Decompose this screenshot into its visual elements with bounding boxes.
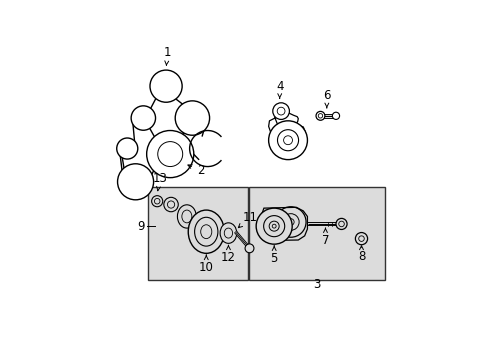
Circle shape	[117, 138, 138, 159]
Circle shape	[268, 221, 279, 231]
Circle shape	[272, 103, 289, 120]
Circle shape	[275, 207, 305, 237]
Circle shape	[335, 219, 346, 229]
Circle shape	[256, 208, 292, 244]
Text: 6: 6	[323, 89, 330, 108]
Circle shape	[244, 244, 253, 253]
Text: 12: 12	[221, 246, 235, 264]
Text: 10: 10	[199, 255, 213, 274]
Ellipse shape	[188, 210, 224, 253]
Text: 9: 9	[137, 220, 144, 233]
Circle shape	[318, 114, 322, 118]
Circle shape	[146, 131, 193, 177]
Circle shape	[355, 233, 367, 245]
Ellipse shape	[194, 217, 218, 246]
Circle shape	[263, 216, 284, 237]
Text: 4: 4	[275, 80, 283, 98]
Circle shape	[272, 224, 276, 228]
Text: 5: 5	[270, 246, 277, 265]
FancyBboxPatch shape	[249, 187, 384, 280]
Ellipse shape	[177, 205, 196, 228]
Text: 13: 13	[152, 172, 167, 191]
Text: 8: 8	[357, 246, 365, 263]
Circle shape	[338, 221, 344, 227]
Circle shape	[358, 236, 364, 242]
Text: 7: 7	[321, 228, 328, 247]
Text: 3: 3	[313, 278, 320, 291]
Circle shape	[154, 198, 160, 204]
Text: 1: 1	[163, 46, 171, 65]
Circle shape	[332, 112, 339, 120]
Circle shape	[282, 214, 299, 230]
Circle shape	[117, 164, 153, 200]
Circle shape	[315, 111, 324, 120]
Text: 2: 2	[187, 164, 204, 177]
Circle shape	[158, 141, 183, 167]
Circle shape	[163, 197, 178, 212]
FancyBboxPatch shape	[148, 187, 247, 280]
Circle shape	[268, 121, 307, 159]
Ellipse shape	[182, 210, 191, 223]
Circle shape	[287, 219, 293, 225]
Circle shape	[283, 136, 292, 145]
Circle shape	[131, 106, 155, 130]
Circle shape	[175, 101, 209, 135]
Text: 11: 11	[238, 211, 257, 228]
Circle shape	[150, 70, 182, 102]
Circle shape	[277, 107, 285, 115]
Circle shape	[151, 196, 163, 207]
Circle shape	[167, 201, 174, 208]
Ellipse shape	[220, 223, 236, 243]
Circle shape	[277, 130, 298, 151]
Ellipse shape	[224, 228, 232, 238]
Ellipse shape	[200, 225, 211, 239]
